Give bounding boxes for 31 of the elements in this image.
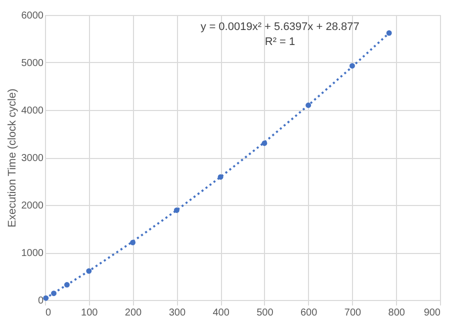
y-axis-title: Execution Time (clock cycle) [6,88,18,228]
annotation: y = 0.0019x² + 5.6397x + 28.877 [200,21,360,33]
x-tick-label: 600 [300,308,318,318]
x-tick-label: 200 [124,308,142,318]
point [306,102,312,108]
x-tick-label: 0 [46,308,52,318]
y-tick-label: 1000 [21,248,44,259]
point [349,63,355,69]
point [51,290,57,296]
x-tick-label: 100 [81,308,98,318]
y-tick-label: 0 [38,296,44,306]
point [64,282,70,288]
x-tick-label: 400 [212,308,230,318]
point [86,268,92,274]
point [218,174,224,180]
point [174,207,180,213]
y-tick-label: 6000 [21,10,44,22]
y-tick-label: 3000 [21,153,44,164]
x-tick-label: 700 [344,308,362,318]
x-tick-label: 300 [168,308,186,318]
point [386,30,392,36]
x-tick-label: 900 [424,308,441,318]
point [43,295,49,301]
x-tick-label: 800 [388,308,406,318]
point [262,140,268,146]
annotation: R² = 1 [264,36,296,48]
y-tick-label: 5000 [21,58,44,69]
y-tick-label: 2000 [21,200,44,212]
y-tick-label: 4000 [21,106,44,116]
x-tick-label: 500 [256,308,274,318]
point [130,240,136,246]
